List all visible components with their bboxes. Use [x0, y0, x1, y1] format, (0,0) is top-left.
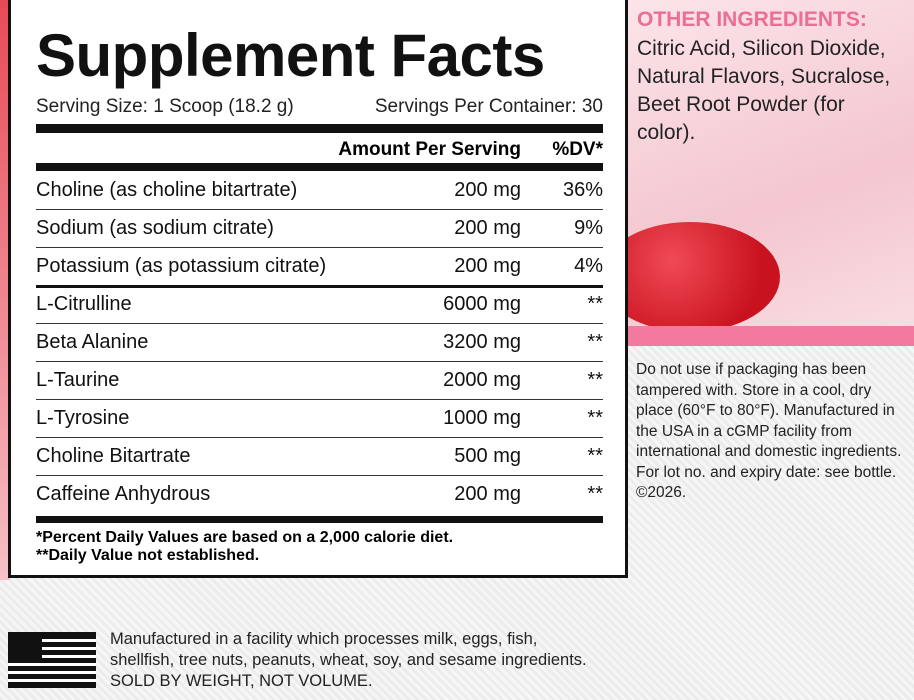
footnote: *Percent Daily Values are based on a 2,0… — [36, 529, 454, 546]
nutrient-dv: 4% — [574, 255, 603, 277]
facts-panel: Supplement Facts Serving Size: 1 Scoop (… — [8, 0, 628, 578]
nutrient-name: L-Citrulline — [36, 293, 132, 315]
nutrient-row: Caffeine Anhydrous 200 mg ** — [36, 475, 603, 513]
nutrient-amount: 200 mg — [454, 483, 521, 505]
nutrient-amount: 3200 mg — [443, 331, 521, 353]
dv-header: %DV* — [552, 139, 603, 160]
row-rule — [36, 361, 603, 362]
nutrient-row: Sodium (as sodium citrate) 200 mg 9% — [36, 209, 603, 247]
nutrient-name: Potassium (as potassium citrate) — [36, 255, 327, 277]
servings-per-container: Servings Per Container: 30 — [374, 96, 603, 117]
strawberry — [600, 222, 780, 332]
nutrient-dv: ** — [587, 331, 603, 353]
nutrient-name: Caffeine Anhydrous — [36, 483, 211, 505]
nutrient-name: Sodium (as sodium citrate) — [36, 217, 274, 239]
thick-rule — [36, 124, 603, 133]
edge-decor — [0, 0, 10, 580]
nutrient-dv: 36% — [562, 179, 603, 201]
nutrient-amount: 500 mg — [454, 445, 521, 467]
nutrient-name: Choline Bitartrate — [36, 445, 191, 467]
nutrient-dv: ** — [587, 483, 603, 505]
flag-icon — [8, 632, 96, 688]
nutrient-row: Beta Alanine 3200 mg ** — [36, 323, 603, 361]
row-rule — [36, 399, 603, 400]
nutrient-dv: ** — [587, 407, 603, 429]
nutrient-row: Choline Bitartrate 500 mg ** — [36, 437, 603, 475]
nutrient-name: Beta Alanine — [36, 331, 149, 353]
nutrient-name: L-Tyrosine — [36, 407, 130, 429]
serving-size: Serving Size: 1 Scoop (18.2 g) — [36, 96, 294, 117]
nutrient-row: Potassium (as potassium citrate) 200 mg 4% — [36, 247, 603, 285]
panel-title: Supplement Facts — [36, 22, 545, 89]
nutrient-amount: 200 mg — [454, 255, 521, 277]
nutrient-row: L-Citrulline 6000 mg ** — [36, 285, 603, 323]
nutrient-row: L-Tyrosine 1000 mg ** — [36, 399, 603, 437]
nutrient-name: L-Taurine — [36, 369, 120, 391]
nutrient-dv: ** — [587, 369, 603, 391]
row-rule — [36, 437, 603, 438]
row-rule — [36, 323, 603, 324]
row-rule — [36, 247, 603, 248]
allergen-text: Manufactured in a facility which process… — [110, 630, 587, 690]
nutrient-row: L-Taurine 2000 mg ** — [36, 361, 603, 399]
nutrient-row: Choline (as choline bitartrate) 200 mg 36% — [36, 171, 603, 209]
nutrient-name: Choline (as choline bitartrate) — [36, 179, 298, 201]
footnote: **Daily Value not established. — [36, 547, 260, 564]
row-rule — [36, 209, 603, 210]
nutrient-amount: 1000 mg — [443, 407, 521, 429]
nutrient-dv: ** — [587, 445, 603, 467]
row-rule — [36, 475, 603, 476]
pink-strip — [628, 326, 914, 346]
row-rule — [36, 285, 603, 288]
nutrient-amount: 200 mg — [454, 179, 521, 201]
nutrient-amount: 2000 mg — [443, 369, 521, 391]
nutrient-amount: 6000 mg — [443, 293, 521, 315]
other-ingredients-title: OTHER INGREDIENTS: — [637, 8, 867, 31]
amount-header: Amount Per Serving — [338, 139, 521, 160]
thick-rule — [36, 163, 603, 171]
warning-text: Do not use if packaging has been tampere… — [636, 361, 902, 501]
nutrient-dv: 9% — [574, 217, 603, 239]
nutrient-dv: ** — [587, 293, 603, 315]
thick-rule — [36, 516, 603, 523]
other-ingredients-text: Citric Acid, Silicon Dioxide, Natural Fl… — [637, 37, 891, 144]
nutrient-amount: 200 mg — [454, 217, 521, 239]
